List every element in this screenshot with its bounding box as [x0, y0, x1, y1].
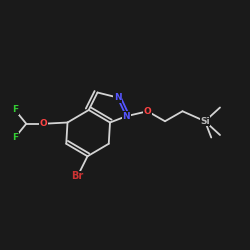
Text: O: O: [40, 119, 48, 128]
Text: F: F: [12, 106, 18, 114]
Text: O: O: [144, 107, 152, 116]
Text: N: N: [114, 93, 121, 102]
Text: F: F: [12, 133, 18, 142]
Text: Br: Br: [72, 171, 84, 181]
Text: Si: Si: [200, 117, 210, 126]
Text: N: N: [122, 112, 130, 121]
